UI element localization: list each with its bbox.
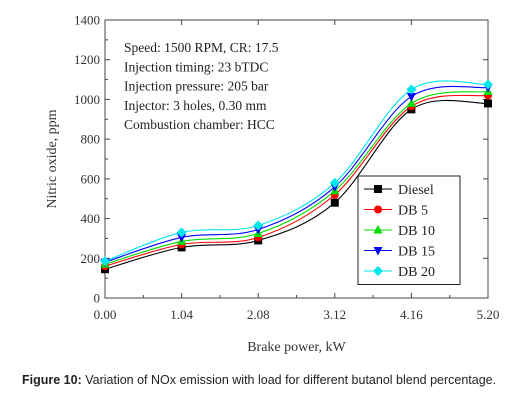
legend-label: Diesel [398,183,434,198]
y-tick-label: 800 [81,132,101,147]
data-point [406,92,416,102]
data-point [406,84,417,95]
data-point [100,256,110,267]
x-tick-label: 2.08 [247,307,270,322]
y-tick-label: 200 [81,251,101,266]
legend-label: DB 10 [398,224,435,239]
data-point [330,198,339,207]
x-tick-label: 4.16 [400,307,423,322]
x-tick-label: 3.12 [323,307,346,322]
y-tick-label: 600 [81,171,101,186]
caption-label: Figure 10: [22,373,82,387]
data-point [329,177,340,188]
legend-marker [373,266,383,276]
y-tick-label: 400 [81,211,101,226]
x-axis-label: Brake power, kW [247,340,346,355]
x-tick-label: 5.20 [477,307,500,322]
y-axis-label: Nitric oxide, ppm [45,109,60,208]
chart: 0 200 400 600 800 1000 1200 1400 0.00 1.04 2.08 3.1… [45,13,500,356]
legend-label: DB 20 [398,265,435,280]
legend-marker [373,247,383,256]
data-point [177,233,187,243]
y-tick-label: 0 [94,291,101,306]
data-point [484,99,492,108]
annotation-line: Speed: 1500 RPM, CR: 17.5 [124,40,279,55]
y-tick-label: 1000 [74,92,100,107]
data-point [176,227,187,238]
annotation-line: Injection timing: 23 bTDC [124,59,268,74]
x-tick-label: 0.00 [94,307,117,322]
legend-marker [374,205,382,214]
caption-text: Variation of NOx emission with load for … [81,373,497,387]
annotation-line: Combustion chamber: HCC [124,117,275,132]
data-point [483,79,493,90]
annotation-line: Injection pressure: 205 bar [124,79,269,94]
annotation-line: Injector: 3 holes, 0.30 mm [124,98,267,113]
legend-marker [374,185,382,193]
legend-marker [373,225,383,234]
y-tick-label: 1400 [74,13,100,28]
figure-caption: Figure 10: Variation of NOx emission wit… [22,372,522,389]
x-tick-label: 1.04 [170,307,193,322]
y-tick-label: 1200 [74,52,100,67]
series-line [104,80,489,262]
data-point [406,98,416,107]
legend-label: DB 15 [398,245,435,260]
legend-label: DB 5 [398,204,428,219]
data-point [253,220,264,231]
